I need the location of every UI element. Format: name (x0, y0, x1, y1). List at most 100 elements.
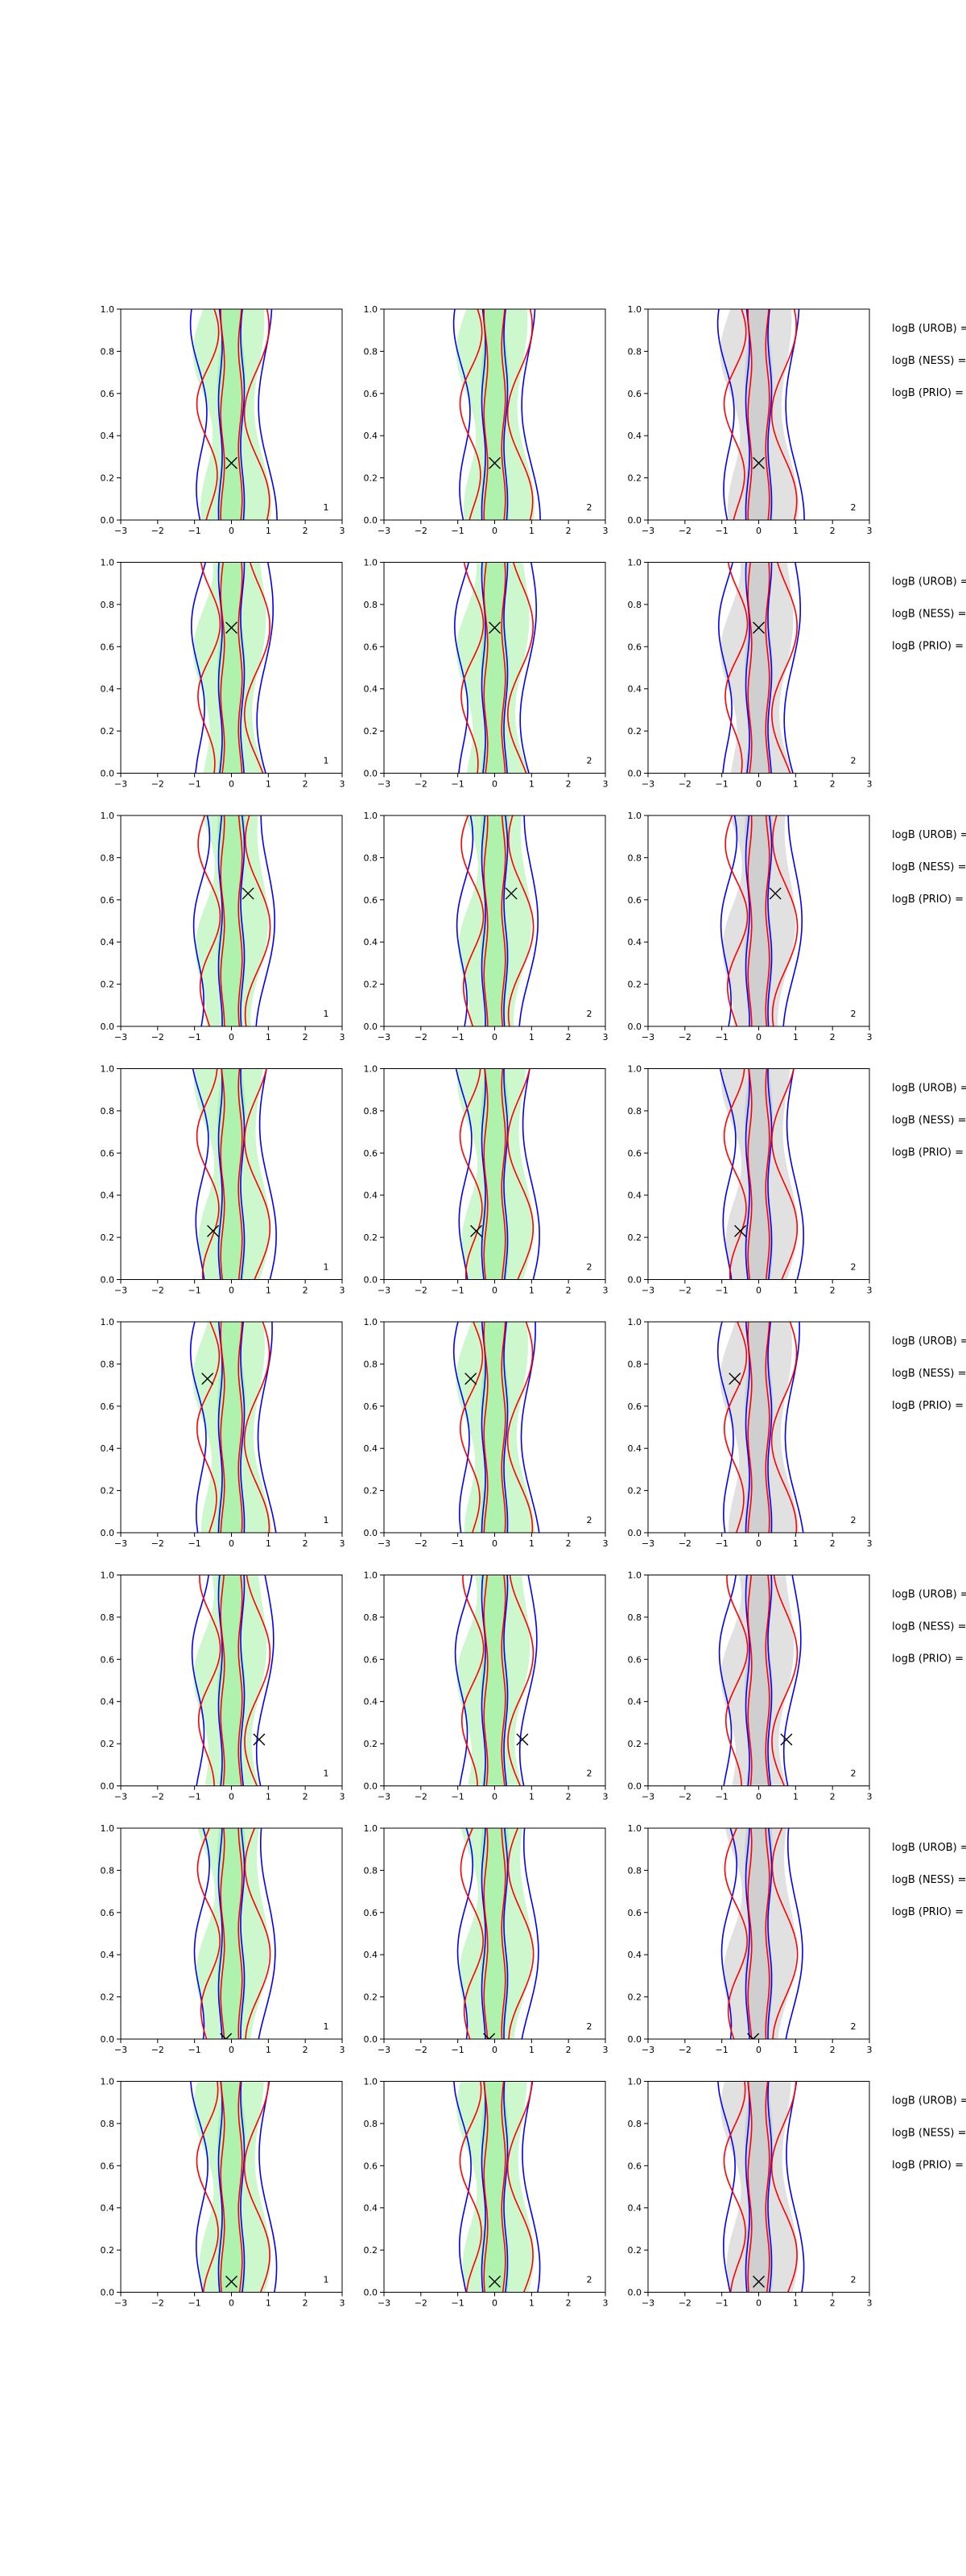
x-tick-label: −3 (378, 779, 390, 790)
true-value-marker (201, 1373, 214, 1385)
legend-line: logB (UROB) = (892, 2095, 966, 2107)
plot-area (452, 309, 541, 520)
y-tick-label: 0.8 (101, 1612, 115, 1623)
x-tick-label: 2 (303, 2298, 308, 2309)
x-tick-label: 2 (303, 526, 308, 536)
x-tick-label: −3 (114, 2045, 127, 2055)
y-tick-label: 0.6 (101, 642, 115, 652)
red-contour-inner (747, 309, 770, 520)
density-fill-inner (217, 1575, 246, 1786)
panel-label: 2 (587, 756, 592, 766)
x-tick-label: −1 (452, 779, 464, 790)
red-contour-outer (459, 309, 534, 520)
x-tick-label: 0 (229, 1538, 234, 1549)
y-tick-label: 0.4 (101, 1191, 115, 1201)
y-tick-label: 0.8 (364, 1106, 378, 1117)
legend-line: logB (NESS) = (892, 1368, 966, 1380)
x-tick-label: 0 (756, 1792, 762, 1802)
blue-contour-inner (217, 309, 246, 520)
x-tick-label: 2 (566, 1538, 572, 1549)
y-tick-label: 0.2 (364, 1739, 378, 1749)
y-tick-label: 0.0 (101, 1528, 115, 1538)
blue-contour-outer (455, 1068, 540, 1280)
x-tick-label: −2 (679, 1538, 691, 1549)
y-tick-label: 1.0 (364, 1317, 378, 1327)
blue-contour-outer (718, 1575, 802, 1786)
red-contour-inner (220, 2081, 243, 2293)
y-tick-label: 0.2 (628, 1992, 642, 2003)
x-tick-label: −3 (114, 526, 127, 536)
x-tick-label: −3 (642, 779, 654, 790)
red-contour-inner (747, 1828, 770, 2039)
x-tick-label: 1 (529, 526, 535, 536)
y-tick-label: 1.0 (628, 304, 642, 315)
y-tick-label: 0.4 (364, 937, 378, 947)
red-contour-outer (723, 1322, 798, 1533)
y-tick-label: 0.4 (364, 431, 378, 441)
blue-contour-outer (717, 562, 802, 774)
panel-label: 2 (851, 502, 857, 513)
y-tick-label: 1.0 (101, 1571, 115, 1581)
y-tick-label: 0.8 (628, 1106, 642, 1117)
x-tick-label: 2 (303, 779, 308, 790)
panel-label: 2 (851, 1262, 857, 1273)
density-fill-inner (745, 1575, 773, 1786)
x-tick-label: 2 (303, 1538, 308, 1549)
x-tick-label: 1 (793, 2045, 799, 2055)
subplot-r3-c1: −3 −2 −1 0 1 2 3 0.0 0.2 0.4 0.6 0.8 1.0 1 (101, 811, 345, 1042)
y-tick-label: 0.0 (628, 2034, 642, 2045)
blue-contour-outer (189, 1322, 277, 1533)
x-tick-label: 0 (492, 2298, 497, 2309)
red-contour-inner (483, 309, 506, 520)
y-tick-label: 0.0 (628, 1275, 642, 1286)
x-tick-label: −2 (151, 1792, 164, 1802)
blue-contour-outer (456, 1828, 539, 2039)
y-tick-label: 0.2 (628, 1739, 642, 1749)
red-contour-inner (483, 1322, 506, 1533)
true-value-marker (753, 456, 765, 469)
blue-contour-outer (192, 815, 276, 1026)
panel-label: 2 (851, 1009, 857, 1019)
blue-contour-inner (481, 2081, 509, 2293)
legend-r5: logB (UROB) = logB (NESS) = logB (PRIO) = (892, 1335, 966, 1412)
y-tick-label: 0.8 (628, 852, 642, 863)
x-tick-label: 3 (340, 2298, 345, 2309)
panel-label: 2 (587, 1262, 592, 1273)
y-tick-label: 0.6 (628, 1908, 642, 1918)
x-tick-label: 0 (229, 1286, 234, 1296)
y-tick-label: 0.2 (364, 473, 378, 484)
subplot-r6-c2: −3 −2 −1 0 1 2 3 0.0 0.2 0.4 0.6 0.8 1.0 2 (364, 1571, 609, 1802)
x-tick-label: 1 (266, 1032, 271, 1042)
subplot-r7-c2: −3 −2 −1 0 1 2 3 0.0 0.2 0.4 0.6 0.8 1.0 2 (364, 1823, 609, 2055)
x-tick-label: −1 (716, 779, 729, 790)
y-tick-label: 0.2 (628, 1232, 642, 1243)
x-tick-label: 3 (340, 779, 345, 790)
y-tick-label: 0.6 (364, 389, 378, 399)
y-tick-label: 1.0 (628, 1823, 642, 1834)
x-tick-label: 3 (340, 2045, 345, 2055)
y-tick-label: 0.2 (101, 1232, 115, 1243)
y-tick-label: 0.2 (101, 726, 115, 737)
y-tick-label: 1.0 (364, 1571, 378, 1581)
legend-line: logB (UROB) = (892, 1589, 966, 1601)
y-tick-label: 0.0 (101, 769, 115, 779)
y-tick-label: 0.2 (101, 980, 115, 990)
y-tick-label: 0.4 (101, 2203, 115, 2214)
y-tick-label: 0.4 (628, 1950, 642, 1960)
panel-label: 2 (851, 2275, 857, 2285)
y-tick-label: 0.4 (628, 1443, 642, 1454)
subplot-r5-c1: −3 −2 −1 0 1 2 3 0.0 0.2 0.4 0.6 0.8 1.0 1 (101, 1317, 345, 1549)
y-tick-label: 0.2 (101, 1486, 115, 1496)
x-tick-label: −1 (716, 526, 729, 536)
y-tick-label: 0.4 (101, 937, 115, 947)
x-tick-label: 3 (340, 1286, 345, 1296)
y-tick-label: 0.0 (101, 1022, 115, 1032)
x-tick-label: −3 (378, 1538, 390, 1549)
x-tick-label: 3 (603, 2298, 609, 2309)
panel-label: 1 (324, 2275, 329, 2285)
y-tick-label: 0.6 (101, 1654, 115, 1665)
red-contour-inner (220, 1828, 243, 2039)
legend-line: logB (UROB) = (892, 829, 966, 841)
subplot-r6-c3: −3 −2 −1 0 1 2 3 0.0 0.2 0.4 0.6 0.8 1.0 2 (628, 1571, 873, 1802)
x-tick-label: −1 (188, 1538, 201, 1549)
